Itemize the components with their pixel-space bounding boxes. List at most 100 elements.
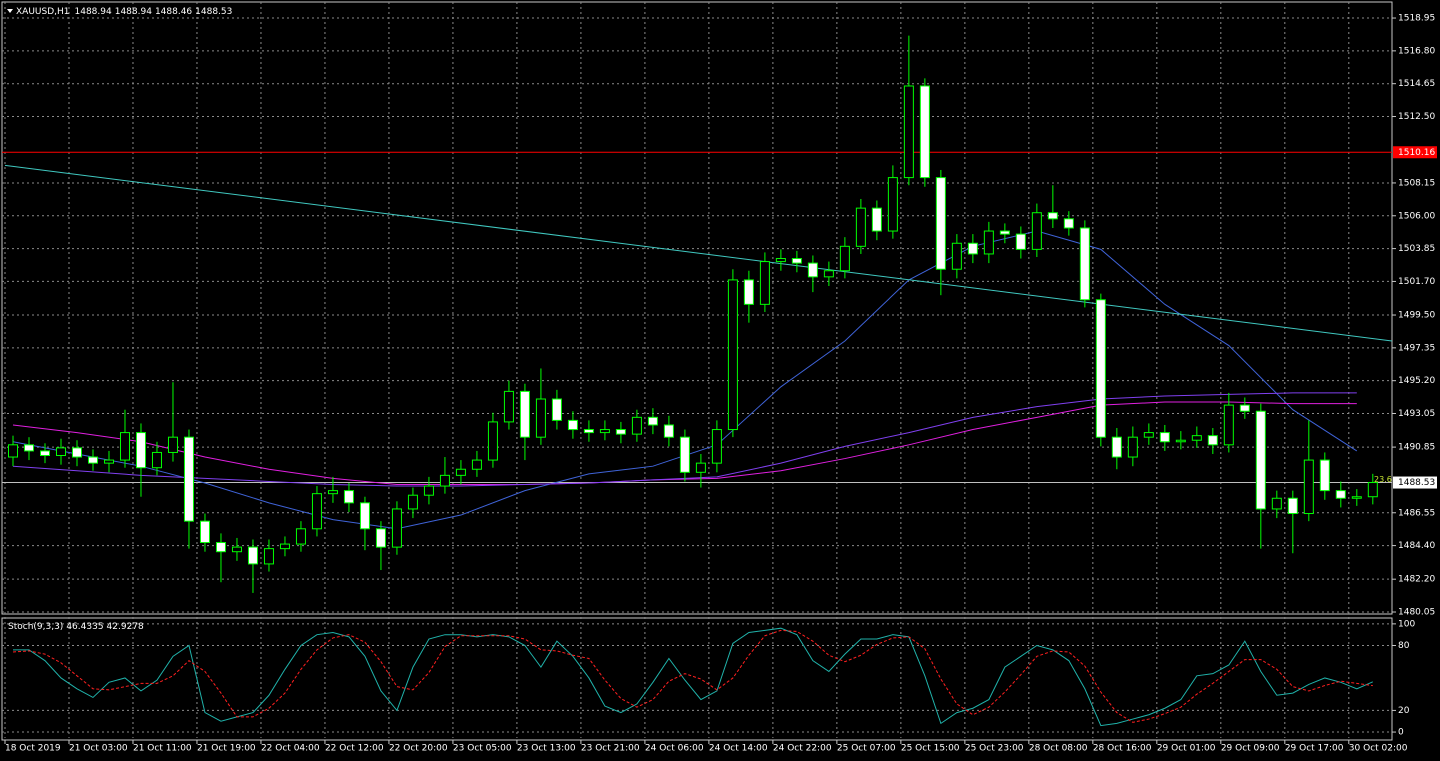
candle-body xyxy=(759,261,770,305)
candle-body xyxy=(983,230,994,255)
candle-body xyxy=(119,432,130,461)
candle-body xyxy=(1223,404,1234,446)
grid xyxy=(2,2,1392,738)
y-tick-label: 1514.65 xyxy=(1398,79,1435,89)
candle-body xyxy=(519,390,530,438)
x-tick-label: 25 Oct 07:00 xyxy=(837,744,896,754)
stoch-plot xyxy=(12,627,1373,727)
candle-body xyxy=(599,429,610,434)
candle-body xyxy=(7,444,18,458)
candle-body xyxy=(407,494,418,510)
candle-body xyxy=(823,270,834,278)
stoch-panel xyxy=(1,617,1393,741)
x-tick-label: 22 Oct 12:00 xyxy=(325,744,384,754)
y-tick-label: 1493.05 xyxy=(1398,409,1435,419)
symbol: XAUUSD,H1 xyxy=(16,7,70,17)
candle-body xyxy=(583,429,594,434)
candle-body xyxy=(183,436,194,522)
x-tick-label: 22 Oct 04:00 xyxy=(261,744,320,754)
x-tick-label: 25 Oct 15:00 xyxy=(901,744,960,754)
y-tick-label: 1486.55 xyxy=(1398,508,1435,518)
candle-body xyxy=(247,546,258,565)
candle-body xyxy=(647,416,658,426)
candle-body xyxy=(375,528,386,548)
candle-body xyxy=(711,429,722,464)
candle-body xyxy=(87,456,98,464)
x-tick-label: 29 Oct 09:00 xyxy=(1221,744,1280,754)
candle-body xyxy=(551,398,562,421)
candle-body xyxy=(631,416,642,435)
candle-body xyxy=(167,436,178,453)
x-tick-label: 24 Oct 06:00 xyxy=(645,744,704,754)
candle-body xyxy=(807,262,818,278)
menu-arrow[interactable] xyxy=(7,9,13,13)
candle-body xyxy=(967,242,978,255)
header-open: 1488.94 xyxy=(75,7,112,17)
candle-body xyxy=(455,468,466,476)
candle-body xyxy=(1143,432,1154,438)
candle-body xyxy=(231,546,242,553)
x-tick-label: 21 Oct 03:00 xyxy=(69,744,128,754)
candle-body xyxy=(135,432,146,469)
header-close: 1488.53 xyxy=(195,7,232,17)
stoch-title: Stoch(9,3,3) xyxy=(8,622,63,632)
candle-body xyxy=(887,177,898,232)
candle-body xyxy=(951,242,962,270)
y-tick-label: 1497.35 xyxy=(1398,343,1435,353)
y-tick-label: 1495.20 xyxy=(1398,376,1435,386)
last-price-box xyxy=(1393,476,1437,489)
candle-body xyxy=(1063,218,1074,229)
y-tick-label: 1501.70 xyxy=(1398,277,1435,287)
y-tick-label: 1503.85 xyxy=(1398,244,1435,254)
candle-body xyxy=(1015,233,1026,250)
candle-body xyxy=(855,207,866,247)
candle-body xyxy=(103,459,114,464)
header-low: 1488.46 xyxy=(155,7,192,17)
x-tick-label: 29 Oct 17:00 xyxy=(1285,744,1344,754)
stoch-header: Stoch(9,3,3) 46.4335 42.9278 xyxy=(8,622,144,632)
axes: 1518.95 1516.80 1514.65 1512.50 1508.15 1506.… xyxy=(4,14,1437,754)
stoch-main-value: 46.4335 xyxy=(66,622,103,632)
y-tick-label: 1490.85 xyxy=(1398,443,1435,453)
y-tick-label: 1518.95 xyxy=(1398,14,1435,24)
candle-body xyxy=(1255,410,1266,510)
chart-header: XAUUSD,H1 1488.94 1488.94 1488.46 1488.53 xyxy=(16,7,232,17)
x-tick-label: 23 Oct 05:00 xyxy=(453,744,512,754)
x-tick-label: 25 Oct 23:00 xyxy=(965,744,1024,754)
candle-body xyxy=(1207,435,1218,446)
y-tick-label: 1506.00 xyxy=(1398,211,1435,221)
candle-body xyxy=(215,542,226,553)
candle-body xyxy=(535,398,546,438)
stoch-signal-value: 42.9278 xyxy=(107,622,144,632)
candle-body xyxy=(199,520,210,544)
price-plot xyxy=(2,35,1392,593)
x-tick-label: 21 Oct 11:00 xyxy=(133,744,192,754)
candle-body xyxy=(871,207,882,232)
candle-body xyxy=(327,490,338,495)
candle-body xyxy=(279,543,290,550)
candle-body xyxy=(935,177,946,270)
candle-body xyxy=(1319,459,1330,492)
y-tick-label: 0 xyxy=(1398,728,1404,738)
x-tick-label: 29 Oct 01:00 xyxy=(1157,744,1216,754)
candle-body xyxy=(391,508,402,548)
y-tick-label: 1484.40 xyxy=(1398,541,1435,551)
y-tick-label: 1516.80 xyxy=(1398,46,1435,56)
y-tick-label: 80 xyxy=(1398,641,1410,651)
x-tick-label: 18 Oct 2019 xyxy=(5,744,61,754)
candle-body xyxy=(1191,435,1202,441)
candle-body xyxy=(503,390,514,423)
candle-body xyxy=(679,436,690,473)
x-tick-label: 28 Oct 08:00 xyxy=(1029,744,1088,754)
candle-body xyxy=(727,279,738,431)
candle-body xyxy=(439,474,450,487)
candle-body xyxy=(663,424,674,438)
candle-body xyxy=(1111,436,1122,458)
candle-body xyxy=(311,493,322,530)
candle-body xyxy=(359,502,370,530)
y-tick-label: 1508.15 xyxy=(1398,178,1435,188)
candle-body xyxy=(71,447,82,458)
candle-body xyxy=(1095,299,1106,438)
